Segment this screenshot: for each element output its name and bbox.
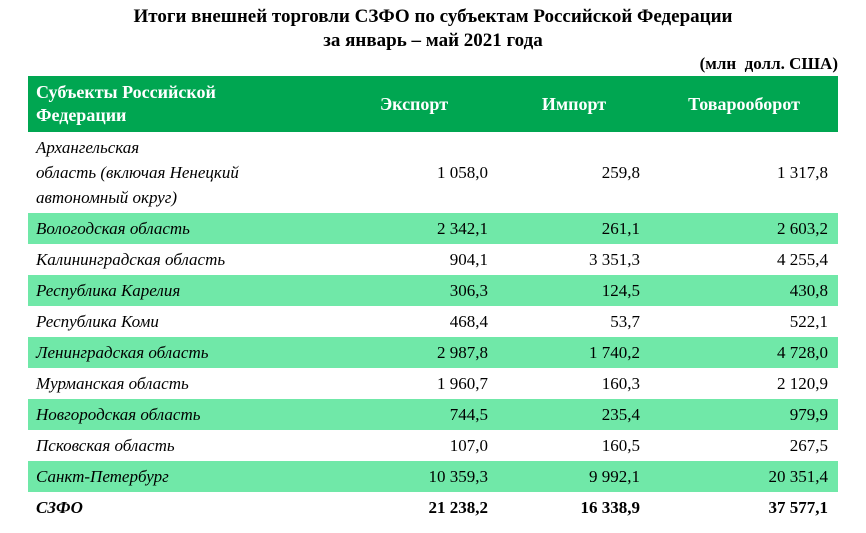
turnover-cell: 2 120,9 (777, 374, 828, 393)
export-cell: 10 359,3 (330, 461, 498, 492)
import-cell: 124,5 (498, 275, 650, 306)
export-cell: 1 960,7 (437, 374, 488, 393)
import-cell: 160,3 (601, 374, 640, 393)
import-cell: 261,1 (498, 213, 650, 244)
turnover-cell: 2 603,2 (650, 213, 838, 244)
col-header-region: Субъекты Российской Федерации (28, 76, 330, 132)
region-cell: Мурманская область (36, 374, 189, 393)
col-header-turnover: Товарооборот (650, 76, 838, 132)
turnover-cell: 979,9 (650, 399, 838, 430)
turnover-cell: 267,5 (789, 436, 828, 455)
region-cell: Вологодская область (28, 213, 330, 244)
table-row: Вологодская область 2 342,1 261,1 2 603,… (28, 213, 838, 244)
region-cell: Новгородская область (28, 399, 330, 430)
import-cell: 235,4 (498, 399, 650, 430)
import-cell: 3 351,3 (589, 250, 640, 269)
turnover-cell: 4 728,0 (650, 337, 838, 368)
trade-table: Субъекты Российской Федерации Экспорт Им… (28, 76, 838, 523)
turnover-cell: 1 317,8 (777, 163, 828, 182)
export-cell: 21 238,2 (428, 498, 489, 517)
export-cell: 1 058,0 (437, 163, 488, 182)
region-cell: Ленинградская область (28, 337, 330, 368)
region-cell: Архангельская область (включая Ненецкий … (36, 138, 239, 207)
turnover-cell: 4 255,4 (777, 250, 828, 269)
table-row: Новгородская область 744,5 235,4 979,9 (28, 399, 838, 430)
col-header-export: Экспорт (330, 76, 498, 132)
page-title-line-1: Итоги внешней торговли СЗФО по субъектам… (133, 6, 733, 27)
region-cell: Республика Карелия (28, 275, 330, 306)
table-row: Ленинградская область 2 987,8 1 740,2 4 … (28, 337, 838, 368)
import-cell: 9 992,1 (498, 461, 650, 492)
export-cell: 904,1 (449, 250, 488, 269)
turnover-cell: 430,8 (650, 275, 838, 306)
export-cell: 468,4 (449, 312, 488, 331)
table-row: Республика Коми 468,4 53,7 522,1 (28, 306, 838, 337)
export-cell: 744,5 (330, 399, 498, 430)
table-header-row: Субъекты Российской Федерации Экспорт Им… (28, 76, 838, 132)
table-row-total: СЗФО 21 238,2 16 338,9 37 577,1 (28, 492, 838, 523)
table-row: Мурманская область 1 960,7 160,3 2 120,9 (28, 368, 838, 399)
import-cell: 16 338,9 (580, 498, 641, 517)
export-cell: 2 342,1 (330, 213, 498, 244)
region-cell: Псковская область (36, 436, 175, 455)
region-cell: Республика Коми (36, 312, 159, 331)
import-cell: 53,7 (610, 312, 640, 331)
turnover-cell: 37 577,1 (768, 498, 829, 517)
table-row: Архангельская область (включая Ненецкий … (28, 132, 838, 213)
region-cell: СЗФО (36, 498, 83, 517)
units-label: (млн долл. США) (699, 54, 838, 73)
table-row: Псковская область 107,0 160,5 267,5 (28, 430, 838, 461)
page-title-line-2: за январь – май 2021 года (323, 30, 543, 51)
table-row: Калининградская область 904,1 3 351,3 4 … (28, 244, 838, 275)
turnover-cell: 522,1 (789, 312, 828, 331)
turnover-cell: 20 351,4 (650, 461, 838, 492)
export-cell: 2 987,8 (330, 337, 498, 368)
region-cell: Калининградская область (36, 250, 226, 269)
title-block: Итоги внешней торговли СЗФО по субъектам… (0, 0, 866, 53)
col-header-import: Импорт (498, 76, 650, 132)
table-row: Санкт-Петербург 10 359,3 9 992,1 20 351,… (28, 461, 838, 492)
export-cell: 107,0 (449, 436, 488, 455)
region-cell: Санкт-Петербург (28, 461, 330, 492)
import-cell: 1 740,2 (498, 337, 650, 368)
table-row: Республика Карелия 306,3 124,5 430,8 (28, 275, 838, 306)
import-cell: 160,5 (601, 436, 640, 455)
import-cell: 259,8 (601, 163, 640, 182)
export-cell: 306,3 (330, 275, 498, 306)
